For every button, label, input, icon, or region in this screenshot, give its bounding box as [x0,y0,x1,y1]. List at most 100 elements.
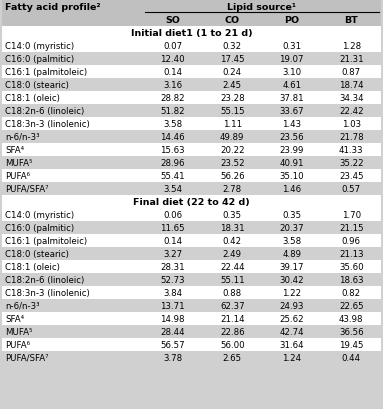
Text: 1.11: 1.11 [223,120,242,129]
Text: 22.44: 22.44 [220,262,245,271]
Text: 23.45: 23.45 [339,172,363,180]
Text: 21.14: 21.14 [220,314,245,323]
Text: 62.37: 62.37 [220,301,245,310]
Bar [2,221,381,234]
Bar [2,66,381,79]
Text: 1.43: 1.43 [282,120,301,129]
Text: 43.98: 43.98 [339,314,363,323]
Text: 55.41: 55.41 [160,172,185,180]
Text: MUFA⁵: MUFA⁵ [5,159,33,168]
Text: 0.57: 0.57 [342,184,361,193]
Text: 41.33: 41.33 [339,146,363,155]
Bar [2,79,381,92]
Text: 0.42: 0.42 [223,236,242,245]
Bar [2,286,381,299]
Bar [2,170,381,182]
Text: C18:1 (oleic): C18:1 (oleic) [5,94,60,103]
Text: MUFA⁵: MUFA⁵ [5,327,33,336]
Text: Fatty acid profile²: Fatty acid profile² [5,2,100,11]
Text: 1.28: 1.28 [342,42,361,51]
Text: 22.65: 22.65 [339,301,363,310]
Text: n-6/n-3³: n-6/n-3³ [5,133,39,142]
Text: 28.31: 28.31 [160,262,185,271]
Text: 23.99: 23.99 [280,146,304,155]
Text: 21.15: 21.15 [339,223,363,232]
Text: 11.65: 11.65 [160,223,185,232]
Text: 20.22: 20.22 [220,146,245,155]
Text: C18:0 (stearic): C18:0 (stearic) [5,249,69,258]
Bar [2,247,381,261]
Text: 24.93: 24.93 [280,301,304,310]
Text: 49.89: 49.89 [220,133,244,142]
Text: 2.45: 2.45 [223,81,242,90]
Text: C18:0 (stearic): C18:0 (stearic) [5,81,69,90]
Text: 33.67: 33.67 [280,107,304,116]
Text: 2.49: 2.49 [223,249,242,258]
Text: 21.31: 21.31 [339,55,363,64]
Text: 14.46: 14.46 [160,133,185,142]
Text: 0.44: 0.44 [342,353,361,362]
Text: 51.82: 51.82 [160,107,185,116]
Text: 3.27: 3.27 [163,249,182,258]
Text: 21.78: 21.78 [339,133,363,142]
Text: 30.42: 30.42 [280,275,304,284]
Bar [2,0,381,14]
Text: 0.14: 0.14 [163,68,182,77]
Text: 18.63: 18.63 [339,275,363,284]
Text: 0.96: 0.96 [342,236,361,245]
Bar [2,209,381,221]
Bar [2,312,381,325]
Bar [2,273,381,286]
Bar [2,53,381,66]
Text: 25.62: 25.62 [280,314,304,323]
Text: 56.26: 56.26 [220,172,245,180]
Text: PUFA/SFA⁷: PUFA/SFA⁷ [5,184,49,193]
Text: C16:0 (palmitic): C16:0 (palmitic) [5,55,74,64]
Text: SFA⁴: SFA⁴ [5,146,24,155]
Text: 23.56: 23.56 [280,133,304,142]
Text: 22.86: 22.86 [220,327,245,336]
Text: Initial diet1 (1 to 21 d): Initial diet1 (1 to 21 d) [131,29,252,38]
Text: 31.64: 31.64 [280,340,304,349]
Text: 0.35: 0.35 [223,211,242,220]
Text: 0.82: 0.82 [342,288,361,297]
Text: 3.58: 3.58 [282,236,301,245]
Text: 20.37: 20.37 [280,223,304,232]
Text: 0.31: 0.31 [282,42,301,51]
Text: 56.00: 56.00 [220,340,245,349]
Text: 35.10: 35.10 [280,172,304,180]
Text: 36.56: 36.56 [339,327,363,336]
Text: 18.74: 18.74 [339,81,363,90]
Text: 55.15: 55.15 [220,107,245,116]
Text: 0.07: 0.07 [163,42,182,51]
Text: 3.78: 3.78 [163,353,182,362]
Bar [2,261,381,273]
Text: 3.84: 3.84 [163,288,182,297]
Bar [2,27,381,40]
Text: CO: CO [225,16,240,25]
Bar [2,14,381,27]
Text: PUFA⁶: PUFA⁶ [5,172,30,180]
Bar [2,182,381,196]
Text: 1.70: 1.70 [342,211,361,220]
Text: 28.82: 28.82 [160,94,185,103]
Text: C18:2n-6 (linoleic): C18:2n-6 (linoleic) [5,275,84,284]
Text: 15.63: 15.63 [160,146,185,155]
Text: 4.89: 4.89 [282,249,301,258]
Text: C16:1 (palmitoleic): C16:1 (palmitoleic) [5,236,87,245]
Text: 28.96: 28.96 [160,159,185,168]
Text: 1.24: 1.24 [282,353,301,362]
Text: n-6/n-3³: n-6/n-3³ [5,301,39,310]
Text: 19.07: 19.07 [280,55,304,64]
Bar [2,131,381,144]
Text: 13.71: 13.71 [160,301,185,310]
Text: 42.74: 42.74 [280,327,304,336]
Text: 2.65: 2.65 [223,353,242,362]
Text: 0.87: 0.87 [342,68,361,77]
Text: 19.45: 19.45 [339,340,363,349]
Text: 35.60: 35.60 [339,262,363,271]
Text: 0.32: 0.32 [223,42,242,51]
Bar [2,338,381,351]
Text: SFA⁴: SFA⁴ [5,314,24,323]
Text: C14:0 (myristic): C14:0 (myristic) [5,211,74,220]
